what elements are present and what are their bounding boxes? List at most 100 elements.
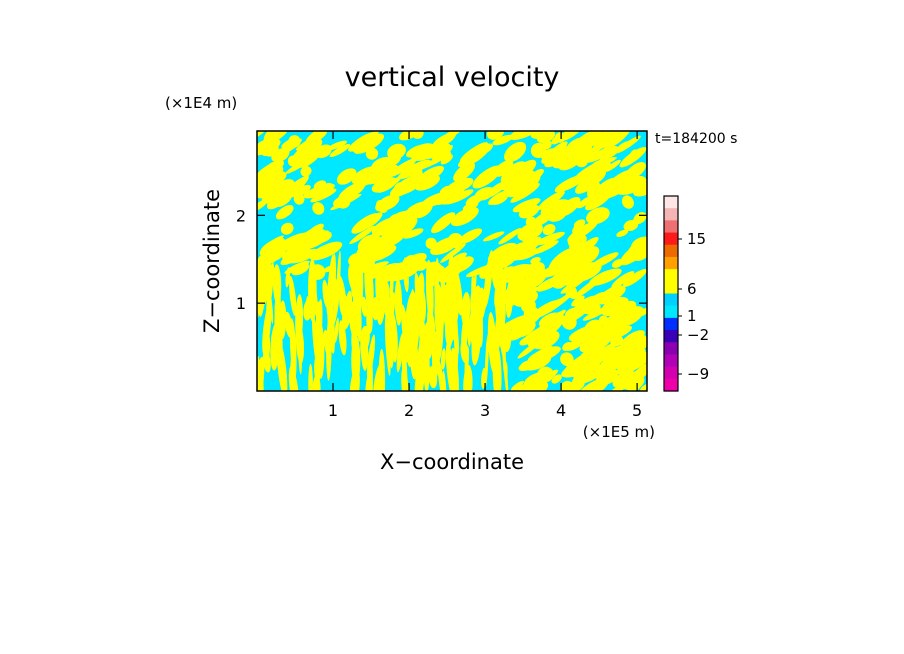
field-positive-patch (467, 317, 472, 347)
field-positive-patch (504, 362, 508, 384)
field-positive-patch (561, 314, 577, 330)
field-positive-patch (402, 228, 424, 239)
field-positive-patch (416, 333, 425, 391)
field-positive-patch (565, 286, 578, 298)
x-axis-label: X−coordinate (380, 450, 524, 474)
field-positive-patch (525, 216, 538, 229)
field-positive-patch (505, 171, 535, 198)
field-positive-patch (582, 158, 608, 179)
field-positive-patch (312, 202, 325, 215)
field-positive-patch (294, 144, 320, 162)
field-positive-patch (288, 366, 300, 391)
field-positive-patch (497, 302, 506, 326)
plot-frame (256, 130, 648, 392)
field-positive-patch (388, 306, 395, 328)
field-positive-patch (509, 131, 541, 140)
x-scale-label: (×1E5 m) (583, 423, 655, 441)
field-positive-patch (522, 235, 533, 245)
colorbar-segment (664, 293, 678, 307)
field-positive-patch (586, 186, 602, 202)
field-positive-patch (275, 205, 294, 220)
field-positive-patch (487, 242, 517, 263)
field-positive-patch (322, 279, 330, 309)
field-positive-patch (444, 309, 453, 349)
time-label: t=184200 s (655, 131, 737, 147)
field-positive-patch (425, 259, 434, 323)
field-positive-patch (276, 339, 288, 391)
field-positive-patch (541, 262, 568, 278)
field-positive-patch (599, 343, 617, 356)
field-positive-patch (523, 268, 548, 289)
field-positive-patch (351, 322, 357, 352)
y-axis: 12 (236, 206, 647, 313)
field-positive-patch (520, 298, 536, 314)
field-positive-patch (582, 306, 611, 321)
field-positive-patch (440, 243, 466, 263)
x-tick-label: 4 (556, 401, 566, 420)
colorbar-segment (664, 366, 678, 380)
field-positive-patch (274, 192, 292, 208)
field-positive-patch (503, 278, 529, 301)
colorbar-segment (664, 208, 678, 221)
field-positive-patch (349, 367, 360, 391)
field-positive-patch (291, 263, 310, 276)
x-tick-label: 5 (632, 401, 642, 420)
field-positive-patch (568, 236, 599, 262)
field-positive-patch (450, 207, 479, 227)
field-positive-patch (334, 317, 339, 343)
field-positive-patch (387, 266, 419, 282)
field-positive-patch (440, 348, 446, 370)
field-positive-patch (542, 201, 568, 219)
field-positive-patch (329, 143, 351, 158)
field-positive-patch (257, 131, 268, 140)
colorbar-segment (664, 281, 678, 295)
field-positive-patch (598, 345, 627, 361)
field-positive-patch (261, 192, 276, 204)
field-positive-patch (579, 246, 600, 265)
field-positive-patch (332, 286, 340, 327)
field-positive-patch (265, 175, 282, 187)
field-positive-patch (257, 356, 265, 391)
field-positive-patch (481, 281, 488, 319)
colorbar-segment (664, 330, 678, 343)
field-positive-patch (265, 243, 286, 262)
field-positive-patch (293, 193, 305, 205)
field-positive-patch (501, 264, 534, 283)
field-positive-patch (415, 287, 423, 345)
field-positive-patch (592, 133, 615, 152)
field-positive-patch (355, 161, 386, 186)
chart-title: vertical velocity (345, 62, 560, 93)
colorbar-frame (663, 195, 679, 392)
field-positive-patch (387, 143, 406, 160)
field-positive-patch (570, 348, 603, 367)
field-positive-patch (308, 363, 313, 391)
x-tick-label: 3 (480, 401, 490, 420)
field-positive-patch (537, 366, 554, 383)
colorbar-segment (664, 232, 678, 246)
field-positive-patch (622, 268, 647, 288)
field-positive-patch (415, 175, 441, 191)
field-positive-patch (262, 303, 272, 355)
field-positive-patch (309, 264, 326, 280)
field-positive-patch (473, 285, 482, 311)
field-positive-patch (388, 157, 417, 178)
y-tick-label: 1 (236, 294, 246, 313)
field-positive-patch (623, 219, 639, 232)
field-positive-patch (407, 201, 428, 212)
field-positive-patch (487, 312, 497, 374)
field-positive-patch (582, 325, 614, 343)
colorbar-segment (664, 378, 678, 392)
field-positive-patch (560, 274, 586, 286)
field-positive-patch (327, 140, 347, 151)
field-positive-patch (545, 319, 559, 331)
field-positive-regions (257, 131, 647, 391)
field-positive-patch (615, 135, 641, 154)
field-positive-patch (285, 267, 291, 288)
field-positive-patch (437, 359, 445, 391)
field-positive-patch (357, 234, 379, 253)
x-axis: 1 2 3 4 5 (328, 131, 642, 420)
field-positive-patch (311, 271, 319, 323)
field-positive-patch (280, 222, 294, 235)
field-positive-patch (567, 235, 580, 250)
field-positive-patch (351, 266, 362, 299)
